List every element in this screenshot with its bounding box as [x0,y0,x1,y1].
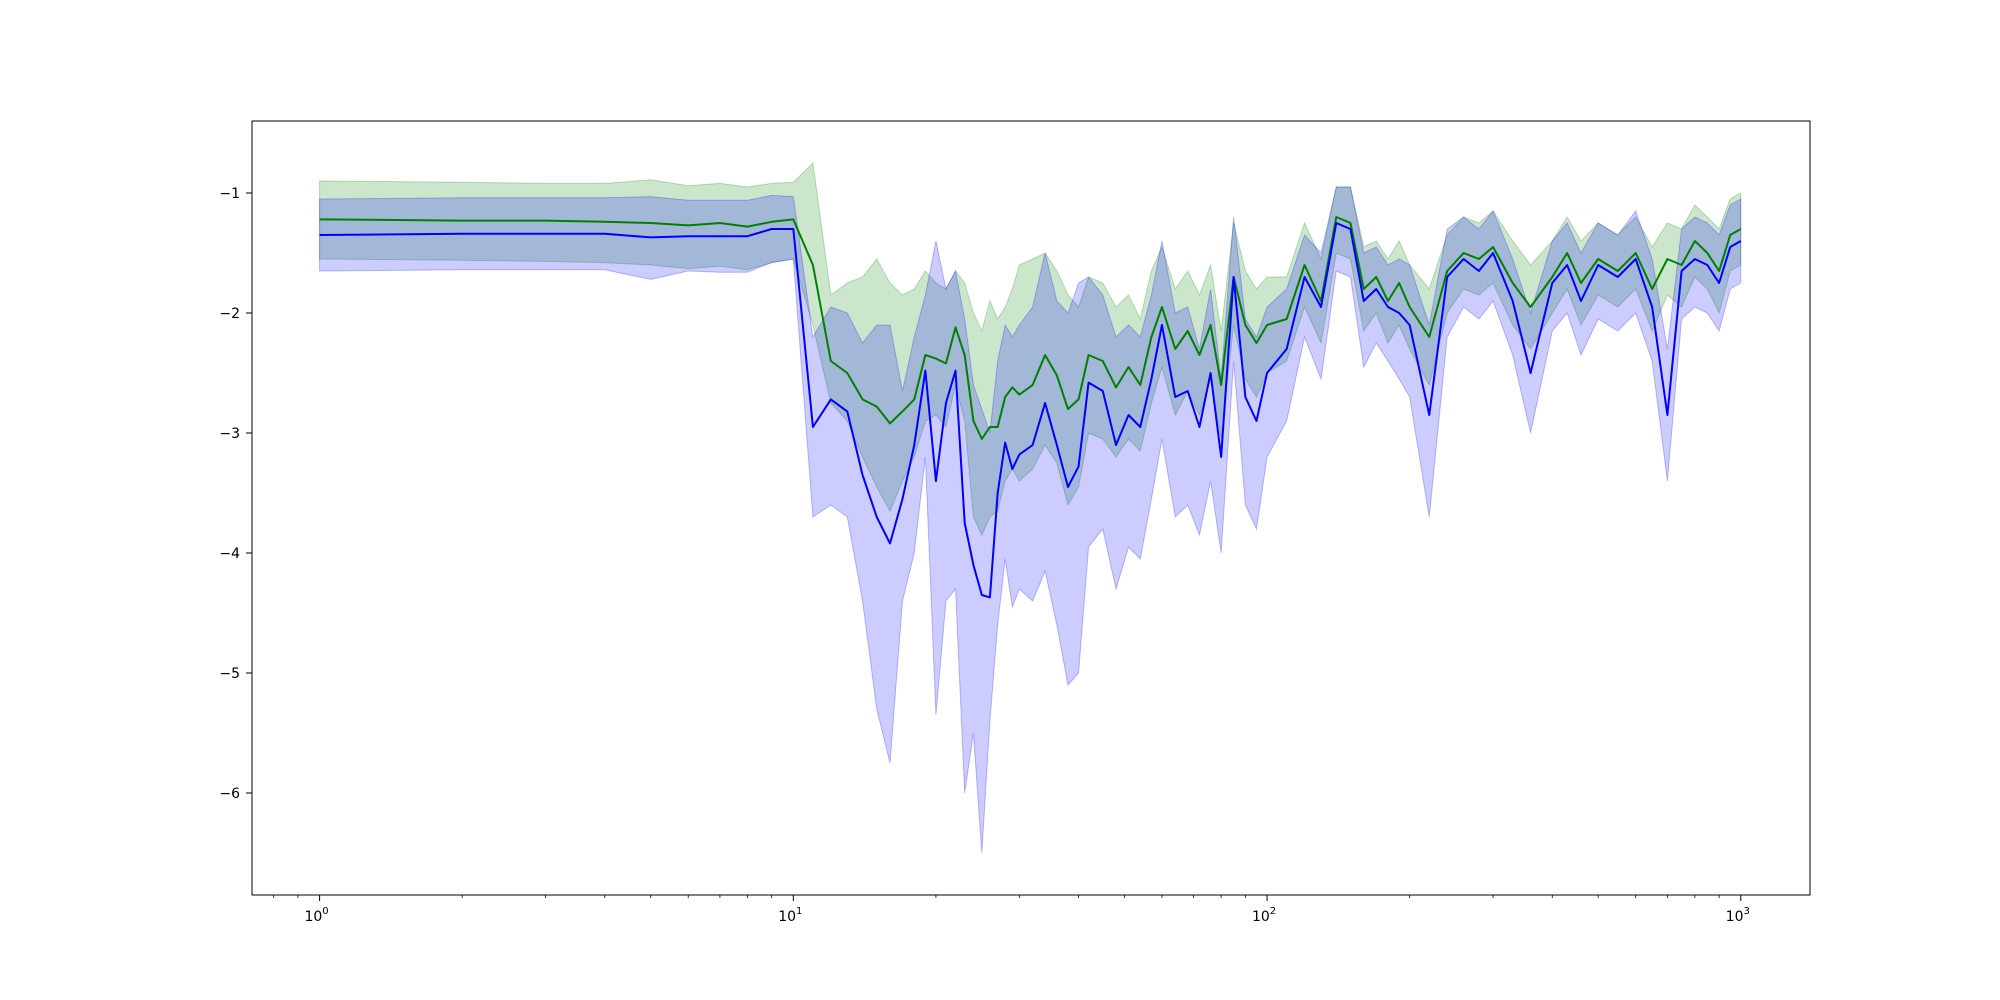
series-line-green [319,216,1742,440]
y-tick-label: −5 [219,666,240,682]
y-tick-label: −1 [219,186,240,202]
y-axis: −1 −2 −3 −4 −5 −6 [219,186,252,802]
x-tick-label: 103 [1726,906,1750,925]
y-tick-label: −3 [219,426,240,442]
confidence-band-blue [319,186,1742,854]
x-tick-label: 102 [1252,906,1276,925]
plot-area [319,161,1742,854]
y-tick-label: −2 [219,306,240,322]
x-tick-label: 101 [778,906,802,925]
x-axis: 100 101 102 103 [273,895,1750,925]
plot-frame [251,120,1811,896]
y-tick-label: −6 [219,786,240,802]
series-line-blue [319,222,1742,599]
y-tick-label: −4 [219,546,240,562]
confidence-band-green [319,161,1742,537]
x-tick-label: 100 [304,906,328,925]
